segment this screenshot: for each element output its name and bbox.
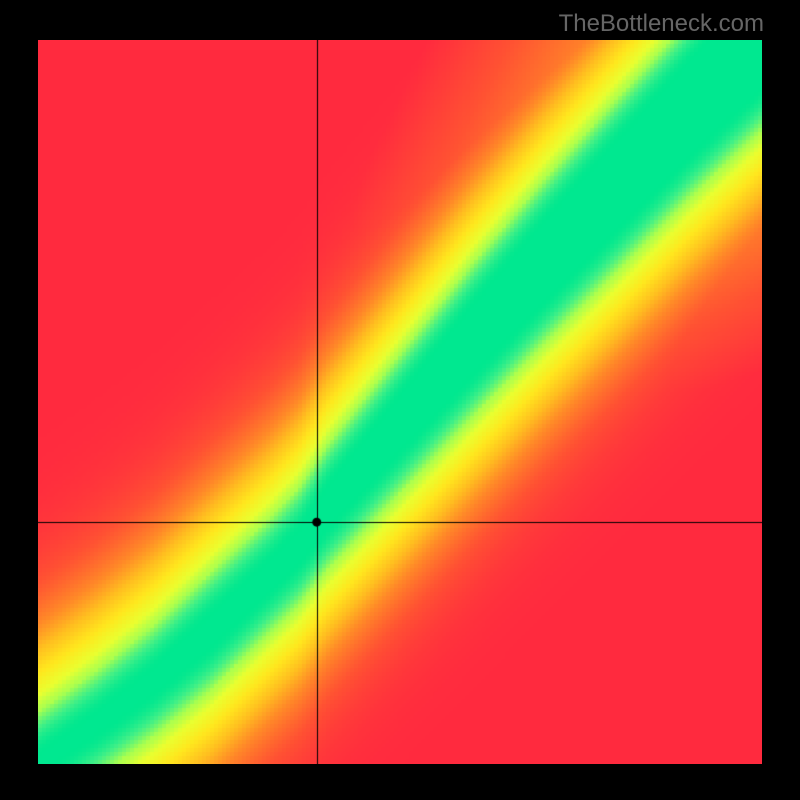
chart-container: TheBottleneck.com <box>0 0 800 800</box>
bottleneck-heatmap <box>38 40 762 764</box>
watermark-text: TheBottleneck.com <box>559 10 764 38</box>
